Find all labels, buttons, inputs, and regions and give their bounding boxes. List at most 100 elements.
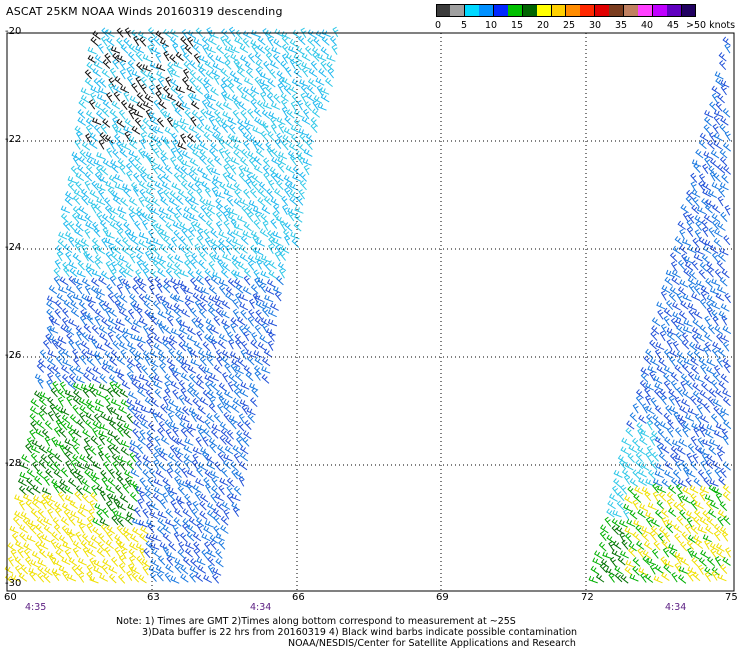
wind-barb [96,212,103,223]
wind-barb [221,501,231,510]
wind-barb [216,133,226,143]
wind-barb [715,77,724,87]
wind-barb [268,236,276,247]
wind-barb [148,326,157,336]
wind-barb [67,176,77,184]
wind-barb [236,68,245,78]
wind-barb [719,156,728,167]
wind-barb [160,436,170,445]
wind-barb [635,524,643,535]
wind-barb [166,303,176,312]
wind-barb [170,435,180,446]
wind-barb [164,373,173,384]
wind-barb [665,269,675,278]
wind-barb [719,148,728,159]
wind-barb [720,334,730,343]
wind-barb [299,79,309,87]
wind-barb [629,412,638,422]
wind-barb [223,398,232,408]
wind-barb [147,522,155,534]
wind-barb [97,541,106,552]
wind-barb [144,485,153,495]
wind-barb [658,357,667,368]
wind-barb [72,453,81,464]
wind-barb [142,54,152,62]
wind-barb [73,428,82,438]
wind-barb [674,396,681,408]
wind-barb [108,77,115,88]
wind-barb [253,269,260,280]
wind-barb [647,469,656,480]
wind-barb [108,243,115,254]
wind-barb [259,71,270,80]
wind-barb [99,518,109,527]
wind-barb [231,254,241,264]
wind-barb [57,238,66,248]
wind-barb [58,534,68,544]
wind-barb [704,315,711,327]
wind-barb [305,133,315,143]
wind-barb [172,371,180,382]
wind-barb [86,349,97,357]
wind-barb [671,269,681,279]
wind-barb [674,533,682,544]
wind-barb [611,485,619,496]
wind-barb [127,404,135,415]
wind-barb [253,107,262,118]
wind-barb [697,564,704,575]
wind-barb [89,575,99,584]
wind-barb [130,181,139,192]
wind-barb [607,500,616,510]
wind-barb [206,412,215,423]
wind-barb [163,484,170,495]
wind-barb [684,523,692,534]
wind-barb [56,250,63,262]
wind-barb [200,108,208,119]
wind-barb [177,243,187,254]
wind-barb [201,181,210,191]
wind-barb [641,532,650,542]
wind-barb [221,262,231,272]
wind-barb [131,125,141,135]
wind-barb [165,309,175,318]
wind-barb [162,85,171,96]
wind-barb [43,524,52,535]
wind-barb [93,60,103,70]
wind-barb [217,259,224,270]
wind-barb [116,372,126,383]
wind-barb [228,339,235,350]
wind-barb [692,453,699,464]
wind-barb [231,358,240,368]
wind-barb [64,196,73,207]
wind-barb [652,491,659,502]
wind-barb [283,187,291,198]
wind-barb [153,334,163,344]
wind-barb [186,36,194,47]
wind-barb [288,45,298,54]
wind-barb [26,477,35,488]
wind-barb [30,445,40,454]
wind-barb [133,172,140,183]
wind-barb [307,37,315,47]
wind-barb [722,325,732,335]
wind-barb [232,135,242,144]
wind-barb [645,395,652,406]
wind-barb [284,115,292,126]
wind-barb [220,428,229,438]
wind-barb [674,454,685,462]
wind-barb [715,292,725,302]
wind-barb [651,548,659,559]
wind-barb [62,261,70,272]
wind-barb [66,528,76,536]
wind-barb [180,44,187,55]
wind-barb [204,520,214,528]
wind-barb [189,166,199,176]
wind-barb [157,268,166,278]
wind-barb [181,308,191,318]
wind-barb [156,525,165,536]
wind-barb [89,387,97,397]
wind-barb [265,52,273,63]
wind-barb [699,447,709,456]
wind-barb [204,268,213,279]
colorbar-tick-label: 40 [641,20,654,31]
